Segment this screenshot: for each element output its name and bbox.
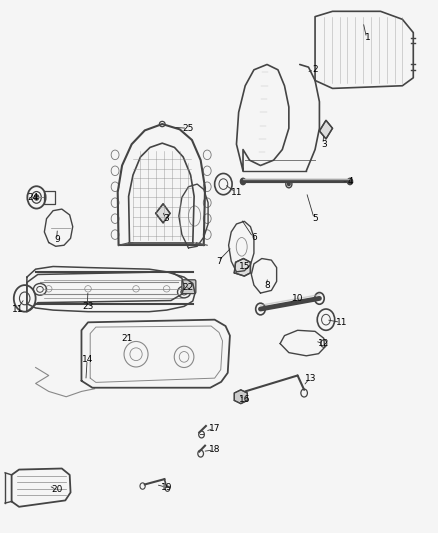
Text: 24: 24: [28, 193, 39, 202]
Text: 25: 25: [183, 124, 194, 133]
Text: 15: 15: [240, 262, 251, 271]
Text: 11: 11: [231, 188, 242, 197]
Text: 21: 21: [122, 334, 133, 343]
Ellipse shape: [288, 182, 290, 185]
Text: 13: 13: [305, 374, 316, 383]
Text: 20: 20: [52, 485, 63, 494]
Text: 2: 2: [312, 66, 318, 74]
Text: 6: 6: [251, 233, 257, 242]
Text: 1: 1: [364, 34, 370, 43]
Text: 11: 11: [336, 318, 347, 327]
Text: 19: 19: [161, 482, 173, 491]
Polygon shape: [234, 259, 251, 276]
Text: 7: 7: [216, 257, 222, 265]
Text: 18: 18: [209, 446, 220, 455]
Ellipse shape: [240, 178, 246, 184]
Polygon shape: [319, 120, 332, 139]
Text: 17: 17: [209, 424, 220, 433]
Text: 8: 8: [264, 280, 270, 289]
Ellipse shape: [34, 195, 39, 200]
Ellipse shape: [347, 178, 353, 184]
Text: 3: 3: [164, 214, 170, 223]
Polygon shape: [155, 204, 170, 223]
Text: 22: 22: [183, 283, 194, 292]
Text: 23: 23: [82, 302, 94, 311]
Polygon shape: [234, 390, 247, 403]
Text: 10: 10: [292, 294, 304, 303]
Text: 5: 5: [312, 214, 318, 223]
FancyBboxPatch shape: [182, 280, 196, 294]
Text: 14: 14: [82, 355, 94, 364]
Text: 11: 11: [12, 304, 24, 313]
Text: 3: 3: [321, 140, 327, 149]
Text: 12: 12: [318, 339, 329, 348]
Text: 16: 16: [240, 395, 251, 404]
Text: 4: 4: [347, 177, 353, 186]
Text: 9: 9: [55, 236, 60, 245]
